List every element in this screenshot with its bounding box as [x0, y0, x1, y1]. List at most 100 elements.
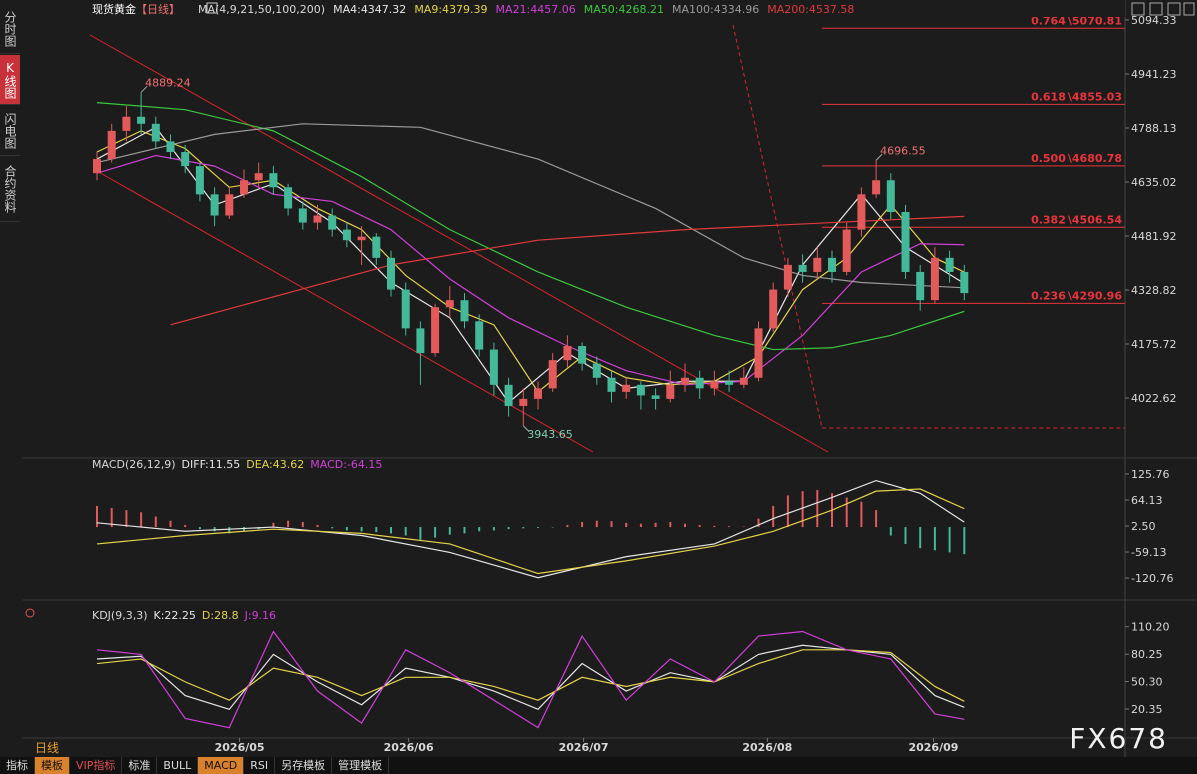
- y-tick-label: 2.50: [1131, 520, 1156, 533]
- candle-body: [313, 215, 322, 223]
- sidebar-tab[interactable]: K线图: [0, 55, 20, 105]
- candle-body: [122, 116, 131, 131]
- candle-body: [945, 257, 954, 272]
- button[interactable]: [1167, 2, 1181, 16]
- y-tick-label: 20.35: [1131, 703, 1163, 716]
- fib-separator: \: [1068, 90, 1073, 103]
- fib-label: 0.382 \4506.54: [1031, 213, 1122, 226]
- candle-body: [813, 257, 822, 272]
- button[interactable]: [1183, 2, 1195, 16]
- ma-params: MA(4,9,21,50,100,200): [198, 3, 325, 16]
- fib-value: 4506.54: [1072, 213, 1122, 226]
- candle-body: [210, 194, 219, 216]
- legend-value: 4379.39: [442, 3, 488, 16]
- instrument: 现货黄金: [92, 2, 136, 16]
- candle-body: [857, 194, 866, 230]
- candle-body: [548, 360, 557, 389]
- candle-body: [431, 307, 440, 354]
- button[interactable]: [1131, 2, 1145, 16]
- candle-body: [225, 194, 234, 216]
- indicator-line: [170, 215, 965, 326]
- sidebar-tab[interactable]: 合约资料: [0, 157, 20, 222]
- background: [0, 0, 1197, 757]
- toolbar: 指标 模板 VIP指标 标准 BULL MACD RSI 另存模板 管理模板: [0, 757, 1197, 774]
- candle-body: [342, 229, 351, 241]
- fib-ratio: 0.382: [1031, 213, 1066, 226]
- indicator-line: [96, 488, 965, 575]
- button[interactable]: [1149, 2, 1163, 16]
- annotation: 4696.55: [880, 144, 926, 157]
- candle-body: [401, 289, 410, 329]
- fib-label: 0.236 \4290.96: [1031, 289, 1122, 302]
- candle-body: [563, 346, 572, 361]
- toolbar-tab[interactable]: 模板: [35, 757, 70, 774]
- y-tick-label: 4481.92: [1131, 230, 1177, 243]
- candle-body: [725, 381, 734, 385]
- indicator-line: [96, 102, 965, 351]
- toolbar-tab[interactable]: 指标: [0, 757, 35, 774]
- toolbar-tab[interactable]: MACD: [198, 757, 245, 774]
- ma-icon: [206, 2, 218, 14]
- legend-name: J:: [244, 609, 252, 622]
- candle-body: [607, 377, 616, 392]
- fib-ratio: 0.500: [1031, 152, 1066, 165]
- kdj-title: KDJ(9,3,3): [92, 609, 148, 622]
- fib-separator: \: [1068, 152, 1073, 165]
- indicator-line: [96, 644, 965, 711]
- header-background: [22, 0, 1125, 17]
- x-tick-label: 2026/07: [559, 741, 609, 754]
- sidebar-tab[interactable]: 分时图: [0, 4, 20, 54]
- fib-label: 0.764 \5070.81: [1031, 14, 1122, 27]
- candle-body: [592, 363, 601, 378]
- watermark: FX678: [1069, 722, 1168, 755]
- candle-body: [930, 257, 939, 301]
- legend-name: MA50:: [584, 3, 619, 16]
- legend-value: 4334.96: [714, 3, 760, 16]
- toolbar-tab[interactable]: VIP指标: [70, 757, 123, 774]
- candle-body: [357, 236, 366, 241]
- legend-value: 4457.06: [530, 3, 576, 16]
- indicator-icon[interactable]: [25, 608, 35, 618]
- toolbar-tab[interactable]: 另存模板: [275, 757, 333, 774]
- y-tick-label: 4175.72: [1131, 338, 1177, 351]
- candle-body: [622, 384, 631, 392]
- fib-separator: \: [1068, 213, 1073, 226]
- candle-body: [960, 271, 969, 294]
- indicator-line: [96, 479, 965, 579]
- fib-value: 4855.03: [1072, 90, 1122, 103]
- legend-name: MA21:: [496, 3, 531, 16]
- candle-body: [445, 300, 454, 308]
- candle-body: [534, 388, 542, 399]
- toolbar-tab[interactable]: RSI: [244, 757, 276, 774]
- candle-body: [842, 229, 851, 272]
- fib-ratio: 0.236: [1031, 289, 1066, 302]
- legend-name: K:: [154, 609, 165, 622]
- candle-body: [240, 180, 248, 195]
- legend-value: 4347.32: [361, 3, 407, 16]
- sidebar-tab[interactable]: 闪电图: [0, 106, 20, 156]
- toolbar-tab[interactable]: BULL: [157, 757, 199, 774]
- y-tick-label: 4328.82: [1131, 284, 1177, 297]
- candle-body: [416, 328, 425, 354]
- y-tick-label: 64.13: [1131, 494, 1163, 507]
- candle-body: [798, 264, 807, 272]
- toolbar-tab[interactable]: 标准: [122, 757, 158, 774]
- candle-body: [372, 236, 381, 258]
- legend-value: 4537.58: [809, 3, 855, 16]
- annotation: 4889.24: [145, 76, 191, 89]
- x-tick-label: 2026/05: [215, 741, 265, 754]
- candle-body: [181, 152, 190, 167]
- legend-name: DIFF:: [182, 458, 209, 471]
- candle-body: [269, 173, 278, 188]
- annotation-pointer: [140, 85, 148, 93]
- legend-value: 43.62: [273, 458, 305, 471]
- legend-name: MA200:: [767, 3, 809, 16]
- candle-body: [666, 384, 675, 399]
- legend-value: 22.25: [164, 609, 196, 622]
- candle-body: [107, 130, 116, 160]
- legend-name: MA9:: [414, 3, 442, 16]
- candle-body: [901, 211, 910, 272]
- toolbar-tab[interactable]: 管理模板: [332, 757, 390, 774]
- candle-body: [872, 180, 881, 195]
- legend-name: DEA:: [246, 458, 272, 471]
